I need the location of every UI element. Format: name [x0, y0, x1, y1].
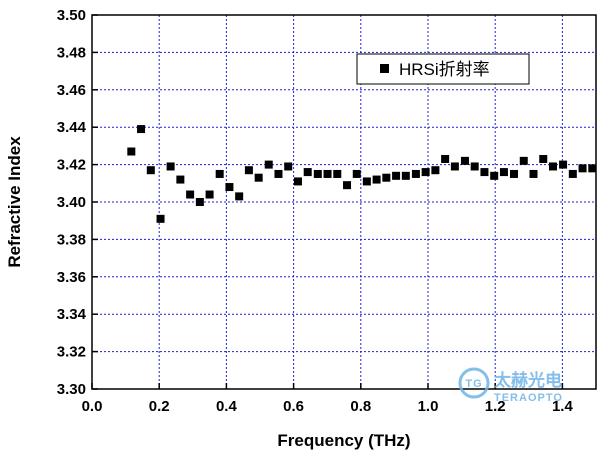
y-tick-label: 3.48 [57, 44, 86, 61]
legend-box [356, 53, 530, 85]
data-point [362, 177, 371, 186]
y-tick-label: 3.44 [57, 119, 87, 136]
x-tick-label: 0.4 [216, 398, 238, 415]
x-axis-ticks: 0.0 0.2 0.4 0.6 0.8 1.0 1.2 1.4 [82, 383, 574, 415]
y-axis-title: Refractive Index [5, 136, 24, 268]
legend: HRSi折射率 [356, 53, 530, 85]
watermark-brand-cn: 太赫光电 [494, 370, 562, 390]
data-point [578, 164, 587, 173]
y-tick-label: 3.40 [57, 194, 86, 211]
data-point [176, 175, 185, 184]
data-point [303, 168, 312, 177]
watermark-logo-icon [458, 367, 490, 399]
data-point [529, 169, 538, 178]
data-point [195, 198, 204, 206]
data-points [127, 125, 597, 223]
data-point [568, 169, 577, 178]
x-tick-label: 0.6 [283, 398, 304, 415]
data-point [313, 169, 322, 178]
data-point [490, 171, 499, 180]
data-point [401, 171, 410, 180]
data-point [519, 156, 528, 165]
data-point [225, 183, 234, 192]
legend-marker [380, 64, 389, 73]
data-point [244, 166, 253, 175]
data-point [186, 190, 195, 199]
data-point [284, 162, 293, 171]
data-point [166, 162, 175, 171]
data-point [470, 162, 479, 171]
data-point [499, 168, 508, 177]
data-point [264, 160, 273, 169]
data-point [431, 166, 440, 175]
data-point [372, 175, 381, 184]
data-point [137, 125, 146, 134]
x-axis-title: Frequency (THz) [277, 431, 410, 450]
y-tick-label: 3.34 [57, 306, 87, 323]
grid-lines [92, 15, 596, 389]
data-point [215, 169, 224, 178]
data-point [539, 154, 548, 163]
data-point [323, 169, 332, 178]
data-point [254, 173, 263, 182]
y-tick-label: 3.30 [57, 381, 86, 398]
data-point [205, 190, 214, 199]
data-point [146, 166, 155, 175]
data-point [392, 171, 401, 180]
legend-label: HRSi折射率 [399, 60, 490, 79]
y-tick-label: 3.42 [57, 157, 86, 174]
y-tick-label: 3.32 [57, 344, 86, 361]
data-point [293, 177, 302, 186]
x-tick-label: 1.4 [552, 398, 574, 415]
data-point [333, 169, 342, 178]
data-point [441, 154, 450, 163]
data-point [510, 169, 519, 178]
data-point [460, 156, 469, 165]
y-tick-label: 3.50 [57, 7, 86, 24]
data-point [382, 173, 391, 182]
y-tick-label: 3.38 [57, 231, 86, 248]
y-tick-label: 3.46 [57, 82, 86, 99]
x-tick-label: 1.2 [485, 398, 506, 415]
data-point [127, 147, 136, 156]
plot-frame [91, 14, 597, 390]
watermark-logo-text: TG [465, 378, 482, 390]
y-tick-label: 3.36 [57, 269, 86, 286]
data-point [548, 162, 557, 171]
data-point [352, 169, 361, 178]
y-axis-ticks: 3.30 3.32 3.34 3.36 3.38 3.40 3.42 3.44 3.46 3.48… [57, 7, 98, 398]
data-point [559, 160, 568, 169]
watermark: TG 太赫光电 TERAOPTO [458, 367, 563, 404]
x-tick-label: 0.2 [149, 398, 170, 415]
data-point [235, 192, 244, 201]
x-tick-label: 0.8 [350, 398, 371, 415]
x-tick-label: 0.0 [82, 398, 103, 415]
data-point [588, 164, 597, 173]
data-point [421, 168, 430, 177]
data-point [480, 168, 489, 177]
x-tick-label: 1.0 [418, 398, 439, 415]
data-point [450, 162, 459, 171]
data-point [411, 169, 420, 178]
data-point [343, 181, 352, 190]
watermark-brand-en: TERAOPTO [494, 392, 563, 404]
data-point [156, 214, 165, 223]
data-point [274, 169, 283, 178]
